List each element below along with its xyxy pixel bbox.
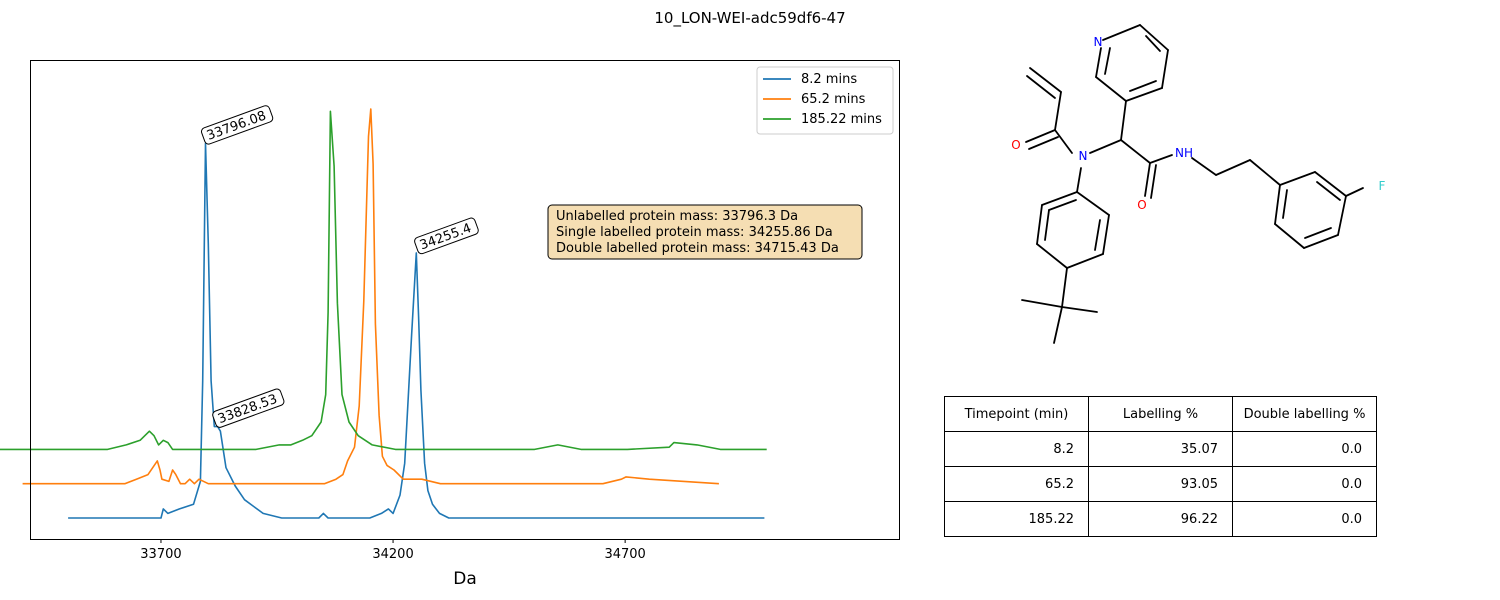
legend-entry: 185.22 mins [801, 112, 882, 127]
molecule-atom-labels: N O N NH O F [1011, 35, 1385, 212]
legend-frame [756, 66, 894, 135]
peak-annotation: 33796.08 [200, 105, 274, 145]
annotation-label: 34255.4 [418, 221, 474, 253]
chart-marks: 33796.08 33828.53 34255.4 [0, 105, 767, 519]
series-line-1 [68, 142, 765, 519]
info-box-line: Double labelled protein mass: 34715.43 D… [556, 241, 839, 256]
x-tick-label: 33700 [140, 547, 181, 562]
info-box-line: Unlabelled protein mass: 33796.3 Da [556, 209, 798, 224]
figure-title: 10_LON-WEI-adc59df6-47 [654, 9, 846, 27]
atom-label: NH [1175, 146, 1193, 160]
x-tick-label: 34200 [372, 547, 413, 562]
info-box-background [547, 204, 863, 260]
legend: 8.2 mins 65.2 mins 185.22 mins [756, 66, 894, 135]
table-header: Timepoint (min) [944, 396, 1089, 432]
annotation-box [200, 105, 274, 145]
table-header: Labelling % [1088, 396, 1233, 432]
series-line-2 [22, 108, 719, 485]
atom-label: O [1137, 198, 1146, 212]
table-cell: 0.0 [1232, 466, 1377, 502]
table-cell: 185.22 [944, 501, 1089, 537]
legend-entry: 8.2 mins [801, 72, 857, 87]
table-cell: 8.2 [944, 431, 1089, 467]
plot-frame [30, 60, 900, 540]
info-box-line: Single labelled protein mass: 34255.86 D… [556, 225, 833, 240]
peak-annotation: 33828.53 [212, 388, 285, 428]
table-cell: 0.0 [1232, 431, 1377, 467]
molecule-bonds [1021, 24, 1364, 344]
table-header-row: Timepoint (min) Labelling % Double label… [944, 396, 1377, 432]
legend-entry: 65.2 mins [801, 92, 866, 107]
x-axis-ticks: 33700 34200 34700 [140, 539, 646, 562]
info-box: Unlabelled protein mass: 33796.3 DaSingl… [547, 204, 863, 260]
x-axis-label: Da [453, 569, 477, 589]
table-row: 8.2 35.07 0.0 [944, 431, 1377, 467]
atom-label: N [1094, 35, 1103, 49]
atom-label: F [1379, 179, 1386, 193]
table-cell: 0.0 [1232, 501, 1377, 537]
atom-label: N [1079, 149, 1088, 163]
atom-label: O [1011, 138, 1020, 152]
molecule-structure: N O N NH O F [1011, 24, 1386, 344]
results-table: Timepoint (min) Labelling % Double label… [944, 396, 1377, 537]
table-row: 185.22 96.22 0.0 [944, 501, 1377, 537]
table-cell: 96.22 [1088, 501, 1233, 537]
table-row: 65.2 93.05 0.0 [944, 466, 1377, 502]
annotation-box [212, 388, 285, 428]
peak-annotation: 34255.4 [414, 217, 479, 255]
table-cell: 93.05 [1088, 466, 1233, 502]
table-header: Double labelling % [1232, 396, 1377, 432]
table-cell: 35.07 [1088, 431, 1233, 467]
series-line-3 [0, 110, 767, 451]
annotation-box [414, 217, 479, 255]
x-tick-label: 34700 [604, 547, 645, 562]
table-cell: 65.2 [944, 466, 1089, 502]
